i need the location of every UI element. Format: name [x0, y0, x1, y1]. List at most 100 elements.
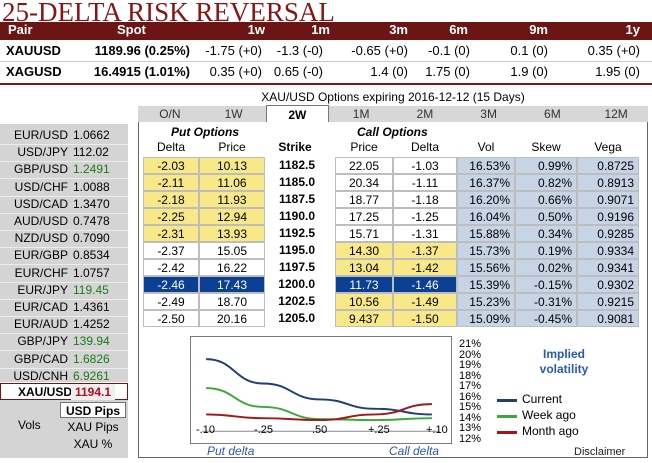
spot-value: 16.4915 (1.01%) [93, 64, 190, 79]
call-delta-cell[interactable]: -1.37 [393, 242, 457, 259]
put-delta-cell[interactable]: -2.25 [143, 208, 199, 225]
risk-reversal-header: Pair Spot 1w 1m 3m 6m 9m 1y [0, 22, 652, 40]
strike-cell: 1205.0 [278, 311, 315, 325]
tab-1m[interactable]: 1M [352, 107, 370, 121]
currency-rate: 0.8534 [73, 248, 110, 263]
tab-2w[interactable]: 2W [265, 105, 330, 123]
call-price-cell[interactable]: 20.34 [335, 174, 393, 191]
skew-cell: 0.66% [515, 191, 577, 208]
call-delta-cell[interactable]: -1.46 [393, 276, 457, 293]
put-price-cell[interactable]: 12.94 [199, 208, 265, 225]
put-delta-cell[interactable]: -2.37 [143, 242, 199, 259]
tab-12m[interactable]: 12M [604, 107, 628, 121]
rr-value: 1.4 (0) [370, 64, 408, 79]
legend-entry[interactable]: Week ago [522, 408, 576, 422]
currency-row[interactable]: EUR/JPY 119.45 [0, 281, 128, 300]
strike-cell: 1182.5 [278, 158, 315, 172]
put-delta-cell[interactable]: -2.11 [143, 174, 199, 191]
put-delta-cell[interactable]: -2.49 [143, 293, 199, 310]
call-price-cell[interactable]: 9.437 [335, 310, 393, 327]
call-price-cell[interactable]: 18.77 [335, 191, 393, 208]
rr-value: 1.75 (0) [425, 64, 470, 79]
currency-pair: NZD/USD [14, 231, 68, 246]
call-delta-cell[interactable]: -1.50 [393, 310, 457, 327]
put-delta-cell[interactable]: -2.03 [143, 157, 199, 174]
currency-row[interactable]: GBP/USD 1.2491 [0, 160, 128, 180]
unit-option[interactable]: XAU Pips [67, 420, 119, 434]
risk-reversal-row-xagusd[interactable]: XAGUSD 16.4915 (1.01%) 0.35 (+0) 0.65 (-0) 1… [0, 62, 652, 82]
call-delta-cell[interactable]: -1.49 [393, 293, 457, 310]
call-price-cell[interactable]: 22.05 [335, 157, 393, 174]
unit-option[interactable]: XAU % [73, 437, 113, 451]
put-price-cell[interactable]: 11.93 [199, 191, 265, 208]
currency-row[interactable]: EUR/GBP 0.8534 [0, 246, 128, 266]
currency-row[interactable]: USD/CAD 1.3470 [0, 195, 128, 214]
call-delta-cell[interactable]: -1.03 [393, 157, 457, 174]
rr-value: 0.65 (-0) [273, 64, 323, 79]
y-tick-label: 18% [459, 369, 482, 382]
put-delta-cell[interactable]: -2.46 [143, 276, 199, 293]
put-delta-cell[interactable]: -2.50 [143, 310, 199, 327]
y-tick-label: 21% [459, 338, 482, 350]
call-delta-cell[interactable]: -1.31 [393, 225, 457, 242]
call-price-cell[interactable]: 10.56 [335, 293, 393, 310]
put-price-cell[interactable]: 17.43 [199, 276, 265, 293]
currency-row[interactable]: EUR/AUD 1.4252 [0, 315, 128, 335]
put-price-cell[interactable]: 10.13 [199, 157, 265, 174]
currency-row[interactable]: GBP/JPY 139.94 [0, 332, 128, 352]
tab-2m[interactable]: 2M [416, 107, 434, 121]
currency-row[interactable]: EUR/CHF 1.0757 [0, 264, 128, 283]
tab-on[interactable]: O/N [159, 107, 181, 121]
put-price-cell[interactable]: 11.06 [199, 174, 265, 191]
unit-option[interactable]: USD Pips [60, 402, 126, 418]
currency-rate: 112.02 [73, 145, 109, 160]
legend-title: Implied volatility [539, 347, 589, 376]
currency-rate: 1.0757 [73, 265, 110, 280]
currency-row[interactable]: AUD/USD 0.7478 [0, 212, 128, 231]
currency-row[interactable]: USD/CHF 1.0088 [0, 178, 128, 197]
x-tick-label: +.25 [368, 424, 390, 436]
skew-cell: 0.82% [515, 174, 577, 191]
currency-row[interactable]: EUR/CAD 1.4361 [0, 298, 128, 317]
legend-entry[interactable]: Month ago [522, 424, 579, 438]
call-delta-cell[interactable]: -1.18 [393, 191, 457, 208]
currency-row[interactable]: USD/JPY 112.02 [0, 143, 128, 163]
disclaimer-link[interactable]: Disclaimer [574, 446, 626, 458]
put-price-cell[interactable]: 16.22 [199, 259, 265, 276]
call-delta-cell[interactable]: -1.25 [393, 208, 457, 225]
put-delta-cell[interactable]: -2.18 [143, 191, 199, 208]
call-delta-cell[interactable]: -1.42 [393, 259, 457, 276]
strike-cell: 1190.0 [278, 209, 315, 223]
vega-cell: 0.8725 [577, 157, 639, 174]
call-price-cell[interactable]: 14.30 [335, 242, 393, 259]
call-price-cell[interactable]: 17.25 [335, 208, 393, 225]
call-price-cell[interactable]: 11.73 [335, 276, 393, 293]
vol-cell: 15.39% [457, 276, 515, 293]
put-delta-cell[interactable]: -2.31 [143, 225, 199, 242]
vols-unit-selector: Vols USD Pips XAU Pips XAU % [0, 400, 128, 458]
currency-row[interactable]: GBP/CAD 1.6826 [0, 350, 128, 369]
currency-row[interactable]: NZD/USD 0.7090 [0, 229, 128, 249]
currency-row-selected[interactable]: XAU/USD 1194.1 [0, 383, 128, 401]
currency-rate: 1194.1 [71, 384, 116, 401]
currency-row[interactable]: EUR/USD 1.0662 [0, 126, 128, 145]
call-price-cell[interactable]: 13.04 [335, 259, 393, 276]
risk-reversal-row-xauusd[interactable]: XAUUSD 1189.96 (0.25%) -1.75 (+0) -1.3 (-0)… [0, 41, 652, 61]
rr-value: -0.65 (+0) [351, 43, 408, 58]
put-price-cell[interactable]: 15.05 [199, 242, 265, 259]
tab-3m[interactable]: 3M [480, 107, 497, 121]
call-delta-cell[interactable]: -1.11 [393, 174, 457, 191]
currency-rate: 0.7090 [73, 231, 110, 246]
currency-rate: 1.0662 [73, 128, 110, 142]
tab-6m[interactable]: 6M [544, 107, 561, 121]
y-tick-label: 15% [459, 401, 482, 413]
strike-cell: 1187.5 [278, 192, 315, 206]
put-delta-cell[interactable]: -2.42 [143, 259, 199, 276]
legend-entry[interactable]: Current [522, 392, 563, 406]
tab-1w[interactable]: 1W [224, 107, 243, 121]
section-divider [0, 83, 652, 85]
put-price-cell[interactable]: 13.93 [199, 225, 265, 242]
put-price-cell[interactable]: 18.70 [199, 293, 265, 310]
call-price-cell[interactable]: 15.71 [335, 225, 393, 242]
put-price-cell[interactable]: 20.16 [199, 310, 265, 327]
